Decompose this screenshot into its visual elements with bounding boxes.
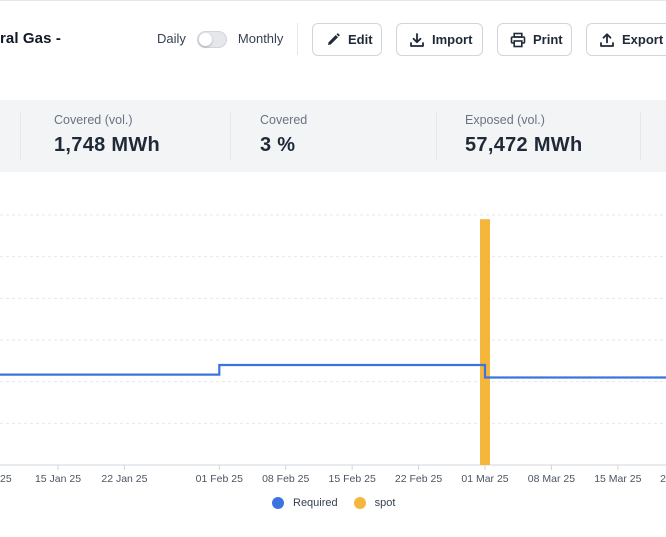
kpi-label: Covered (vol.)	[54, 113, 133, 127]
export-button-label: Export t	[622, 32, 666, 47]
print-button-label: Print	[533, 32, 563, 47]
legend-item-required[interactable]: Required	[272, 497, 338, 509]
x-tick-label: 01 Mar 25	[461, 473, 508, 485]
kpi-value: 3 %	[260, 134, 296, 156]
kpi-label: Exposed (vol.)	[465, 113, 545, 127]
x-tick-label: 2	[660, 473, 666, 485]
toggle-knob	[198, 32, 212, 46]
printer-icon	[510, 32, 526, 47]
kpi-label: Covered	[260, 113, 308, 127]
upload-icon	[600, 32, 614, 47]
toggle-label-monthly: Monthly	[237, 31, 284, 46]
top-divider	[0, 0, 666, 1]
spot-bar[interactable]	[480, 219, 490, 465]
kpi-value: 1,748 MWh	[54, 134, 161, 156]
kpi-divider	[640, 112, 641, 160]
legend-label-spot: spot	[374, 497, 396, 509]
kpi-value: 57,472 MWh	[465, 134, 583, 156]
x-tick-label: 15 Jan 25	[35, 473, 81, 485]
legend-item-spot[interactable]: spot	[353, 497, 396, 509]
volume-chart: 25 15 Jan 25 22 Jan 25 01 Feb 25 08 Feb 25 15…	[0, 214, 666, 485]
x-tick-label: 01 Feb 25	[196, 473, 243, 485]
legend-label-required: Required	[293, 497, 338, 509]
export-button[interactable]: Export t	[586, 23, 666, 56]
kpi-summary-bar: Covered (vol.) 1,748 MWh Covered 3 % Exp…	[0, 100, 666, 172]
x-tick-label: 22 Jan 25	[101, 473, 147, 485]
x-tick-label: 08 Mar 25	[528, 473, 575, 485]
legend-dot-spot	[353, 497, 366, 509]
print-button[interactable]: Print	[497, 23, 572, 56]
kpi-divider	[20, 112, 21, 160]
x-tick-label: 08 Feb 25	[262, 473, 309, 485]
pencil-icon	[328, 32, 340, 45]
x-tick-label: 15 Mar 25	[594, 473, 641, 485]
required-series-line[interactable]	[0, 363, 666, 379]
legend-dot-required	[272, 497, 284, 509]
x-tick-label: 15 Feb 25	[329, 473, 376, 485]
kpi-divider	[436, 112, 437, 160]
toolbar-divider	[297, 23, 298, 55]
kpi-divider	[230, 112, 231, 160]
download-icon	[410, 32, 424, 47]
import-button-label: Import	[432, 32, 473, 47]
import-button[interactable]: Import	[396, 23, 483, 56]
edit-button[interactable]: Edit	[312, 23, 382, 56]
toggle-switch[interactable]	[196, 30, 227, 48]
toggle-label-daily: Daily	[157, 31, 186, 46]
daily-monthly-toggle[interactable]: Daily Monthly	[157, 29, 283, 49]
x-tick-label: 25	[0, 473, 12, 485]
page-title: ral Gas -	[0, 30, 61, 47]
edit-button-label: Edit	[348, 32, 373, 47]
chart-legend: Required spot	[272, 497, 411, 509]
x-tick-label: 22 Feb 25	[395, 473, 442, 485]
